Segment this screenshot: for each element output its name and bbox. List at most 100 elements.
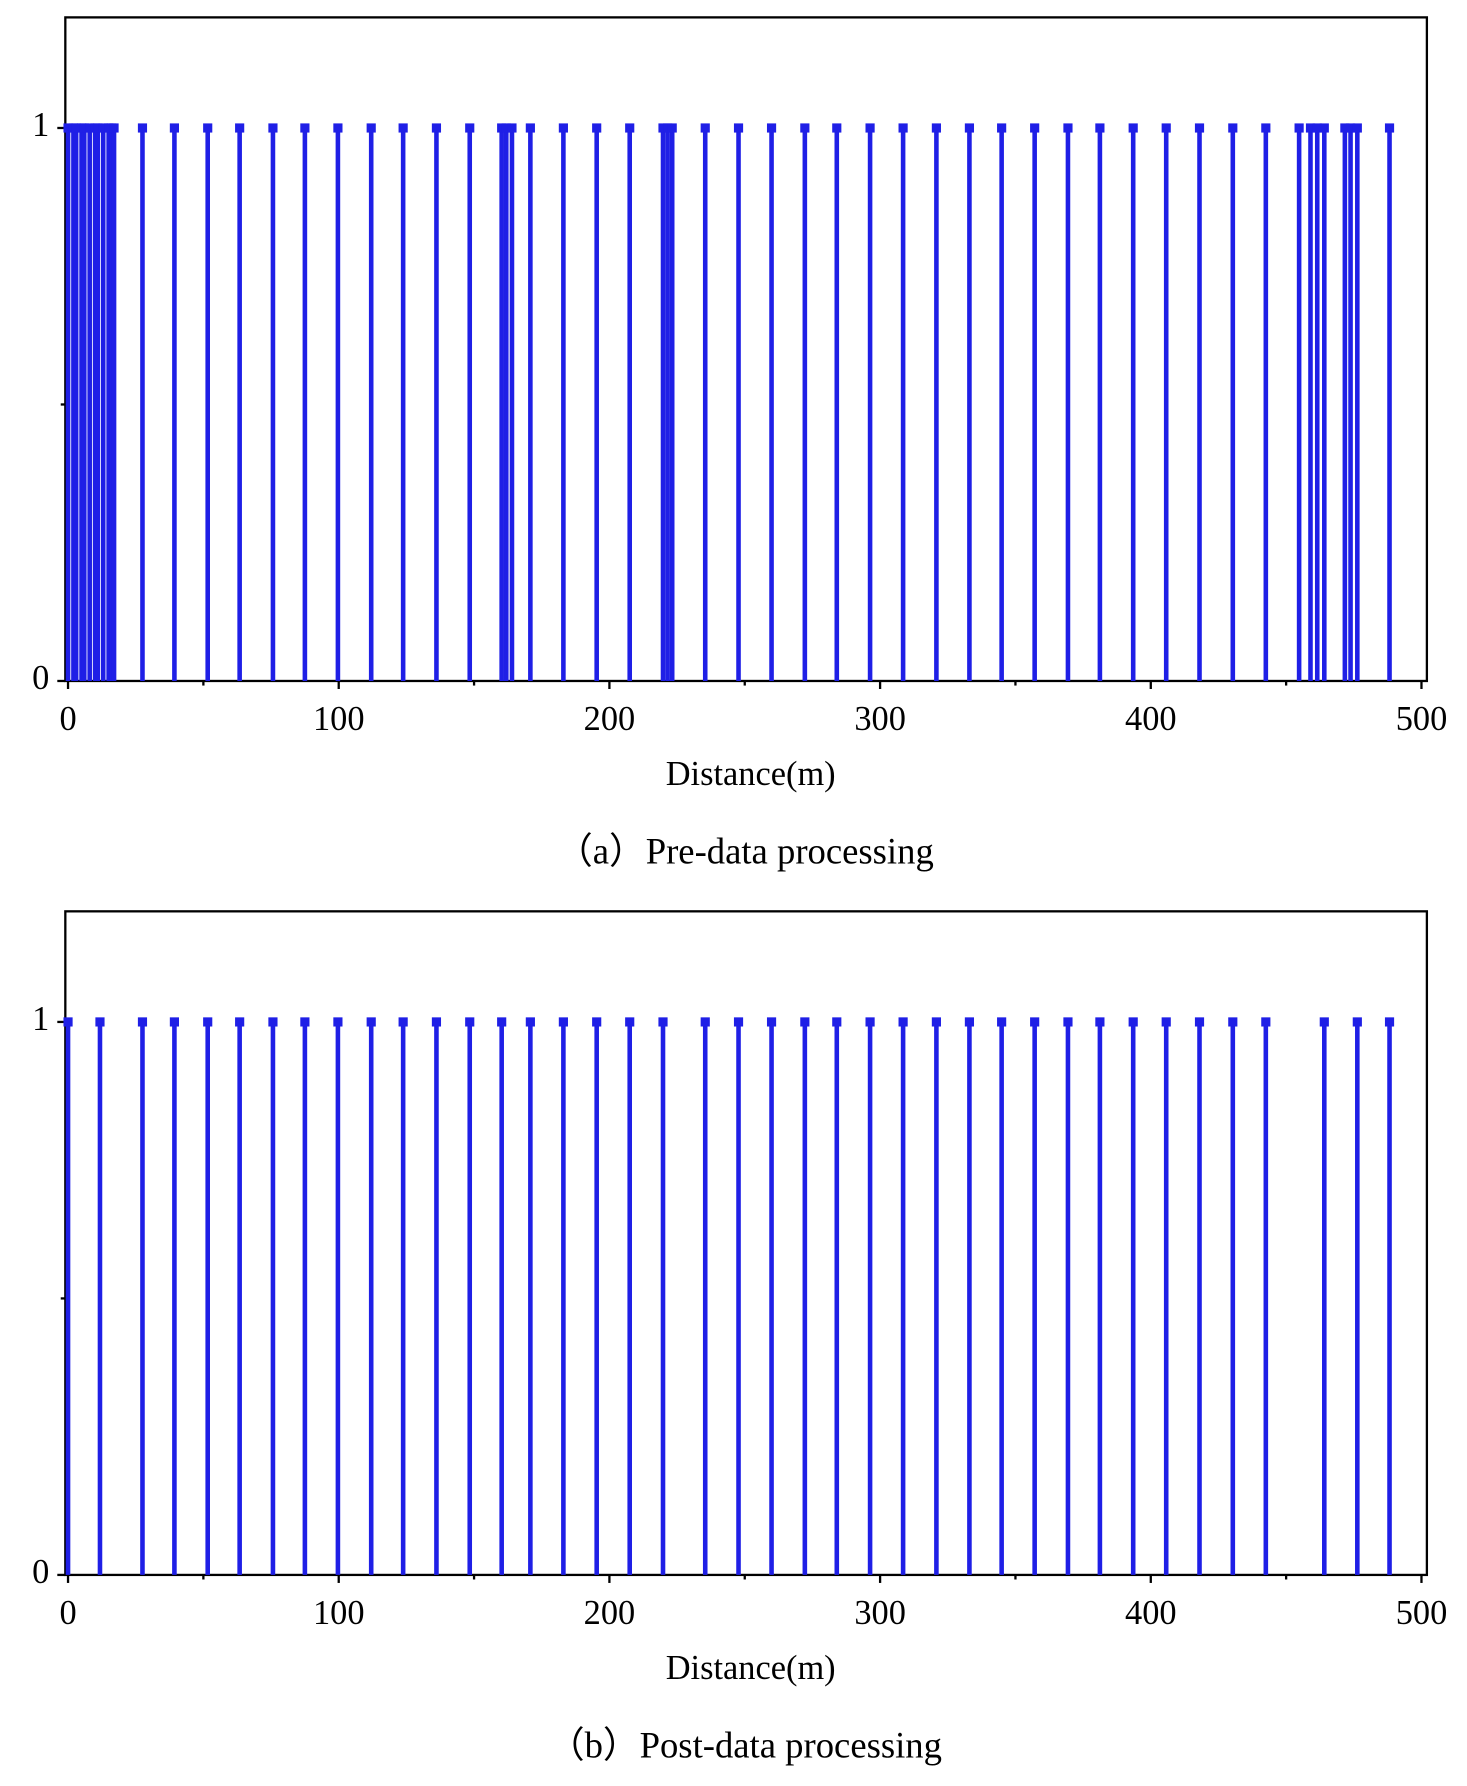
x-tick-label: 500 xyxy=(1396,1594,1448,1632)
stem-marker xyxy=(800,123,810,133)
stem-marker xyxy=(300,1017,310,1027)
stem-marker xyxy=(832,123,842,133)
stem-marker xyxy=(832,1017,842,1027)
plot-frame xyxy=(64,16,1429,683)
x-tick-label: 200 xyxy=(584,700,636,738)
stem-marker xyxy=(300,123,310,133)
stem-marker xyxy=(1194,1017,1205,1027)
stem-marker xyxy=(865,1017,875,1027)
stem-marker xyxy=(1384,1017,1395,1027)
stem-marker xyxy=(625,123,635,133)
x-tick-label: 100 xyxy=(313,1594,365,1632)
y-tick-label: 1 xyxy=(32,106,49,144)
stem-marker xyxy=(268,1017,278,1027)
stem-marker xyxy=(865,123,875,133)
stem-marker xyxy=(898,1017,908,1027)
stem-marker xyxy=(71,123,81,133)
stem-marker xyxy=(658,123,668,133)
stem-marker xyxy=(1228,1017,1238,1027)
x-tick-label: 300 xyxy=(854,700,906,738)
x-tick-label: 400 xyxy=(1125,700,1177,738)
stem-marker xyxy=(658,1017,668,1027)
stem-marker xyxy=(1319,123,1329,133)
stem-marker xyxy=(592,1017,602,1027)
stem-marker xyxy=(525,123,535,133)
stem-marker xyxy=(1319,1017,1329,1027)
stem-marker xyxy=(501,123,511,133)
y-tick-label: 0 xyxy=(32,1553,49,1591)
stem-marker xyxy=(63,123,73,133)
x-axis-label: Distance(m) xyxy=(666,1649,836,1687)
stem-marker xyxy=(465,1017,475,1027)
x-tick-label: 500 xyxy=(1396,700,1448,738)
stem-marker xyxy=(93,123,103,133)
stem-marker xyxy=(366,123,376,133)
stem-marker xyxy=(997,123,1007,133)
stem-marker xyxy=(431,123,442,133)
stem-marker xyxy=(1194,123,1205,133)
stem-marker xyxy=(431,1017,442,1027)
stem-marker xyxy=(169,1017,179,1027)
stem-marker xyxy=(1340,123,1350,133)
stem-marker xyxy=(398,123,408,133)
stem-marker xyxy=(700,123,710,133)
stem-marker xyxy=(1345,123,1356,133)
stem-marker xyxy=(203,1017,213,1027)
stem-marker xyxy=(766,123,777,133)
caption: （a）Pre-data processing xyxy=(556,831,934,872)
stem-marker xyxy=(85,123,95,133)
stem-marker xyxy=(558,123,568,133)
y-tick-label: 1 xyxy=(32,1000,49,1038)
stem-marker xyxy=(964,123,975,133)
stem-marker xyxy=(95,1017,105,1027)
stem-marker xyxy=(558,1017,568,1027)
x-tick-label: 200 xyxy=(584,1594,636,1632)
stem-marker xyxy=(700,1017,710,1027)
stem-marker xyxy=(766,1017,777,1027)
stem-marker xyxy=(98,123,108,133)
stem-marker xyxy=(1161,1017,1171,1027)
stem-marker xyxy=(1128,1017,1138,1027)
y-tick-label: 0 xyxy=(32,659,49,697)
stem-marker xyxy=(63,1017,73,1027)
stem-marker xyxy=(507,123,517,133)
stem-marker xyxy=(1095,123,1105,133)
stem-marker xyxy=(109,123,119,133)
stem-marker xyxy=(1063,123,1073,133)
stem-marker xyxy=(1312,123,1322,133)
stem-marker xyxy=(525,1017,535,1027)
x-tick-label: 0 xyxy=(59,700,76,738)
stem-marker xyxy=(1095,1017,1105,1027)
stem-marker xyxy=(898,123,908,133)
stem-marker xyxy=(497,123,507,133)
x-axis-label: Distance(m) xyxy=(666,755,836,793)
stem-marker xyxy=(398,1017,408,1027)
stem-marker xyxy=(1063,1017,1073,1027)
stem-marker xyxy=(1030,1017,1040,1027)
stem-marker xyxy=(1294,123,1304,133)
stem-marker xyxy=(333,123,343,133)
stem-marker xyxy=(235,123,245,133)
stem-marker xyxy=(733,1017,744,1027)
stem-marker xyxy=(137,1017,148,1027)
stem-marker xyxy=(333,1017,343,1027)
stem-marker xyxy=(1128,123,1138,133)
stem-marker xyxy=(1030,123,1040,133)
stem-marker xyxy=(663,123,673,133)
stem-marker xyxy=(235,1017,245,1027)
stem-marker xyxy=(137,123,148,133)
x-tick-label: 0 xyxy=(59,1594,76,1632)
stem-marker xyxy=(1305,123,1316,133)
stem-marker xyxy=(1352,123,1362,133)
stem-marker xyxy=(203,123,213,133)
stem-marker xyxy=(931,1017,941,1027)
stem-marker xyxy=(800,1017,810,1027)
stem-marker xyxy=(1261,123,1271,133)
x-tick-label: 100 xyxy=(313,700,365,738)
stem-marker xyxy=(497,1017,507,1027)
stem-marker xyxy=(169,123,179,133)
stem-marker xyxy=(366,1017,376,1027)
stem-marker xyxy=(667,123,677,133)
stem-marker xyxy=(931,123,941,133)
